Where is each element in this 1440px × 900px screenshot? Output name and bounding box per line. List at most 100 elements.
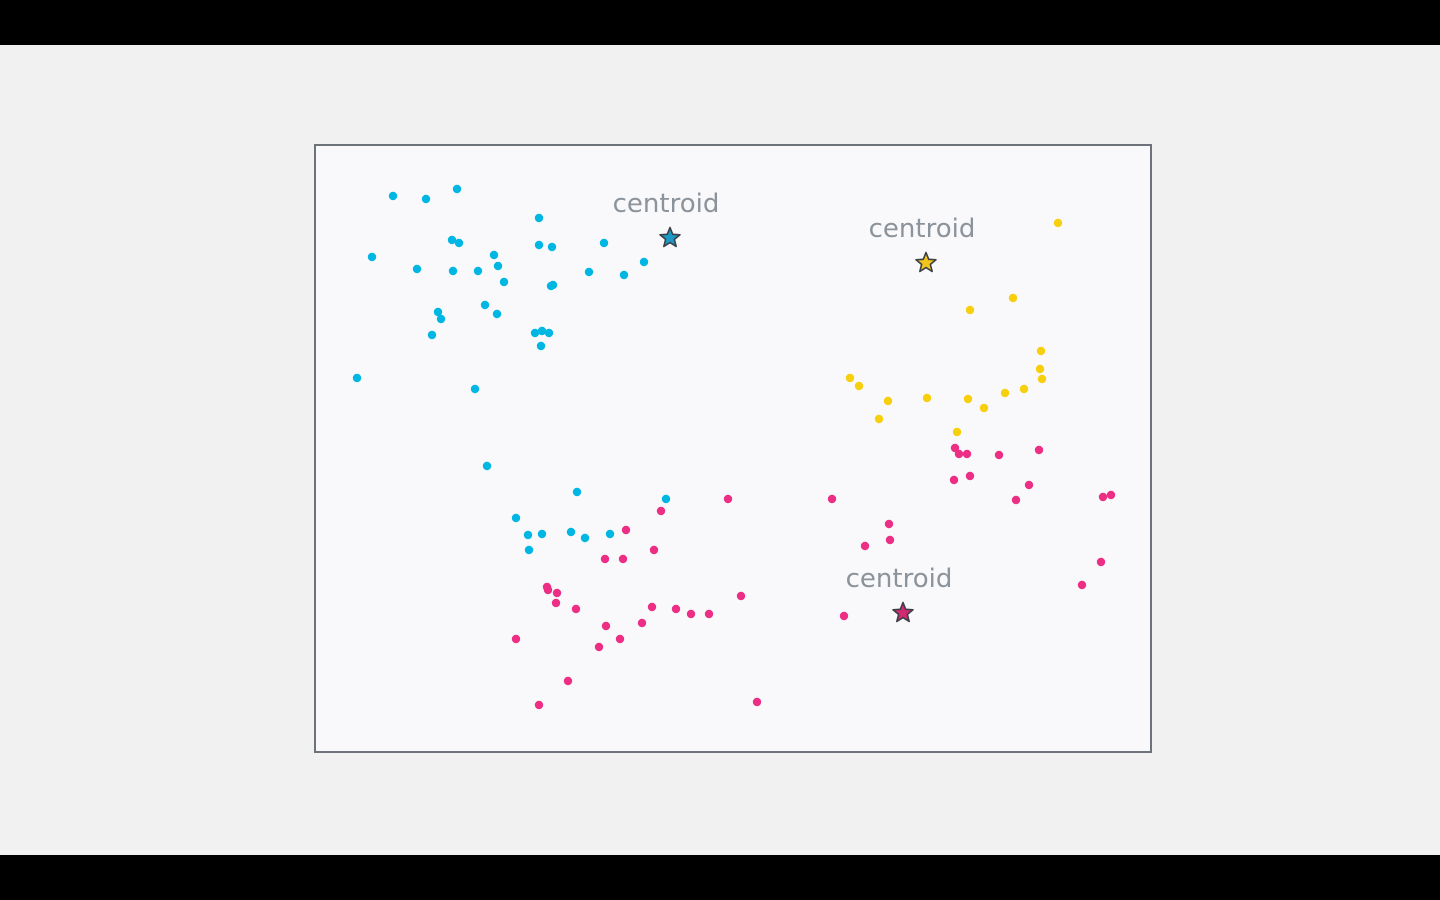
data-point bbox=[412, 264, 422, 274]
data-point bbox=[454, 238, 464, 248]
data-point bbox=[534, 213, 544, 223]
letterbox-bottom bbox=[0, 855, 1440, 900]
data-point bbox=[388, 191, 398, 201]
points-layer bbox=[352, 184, 1116, 710]
data-point bbox=[600, 554, 610, 564]
data-point bbox=[1035, 364, 1045, 374]
data-point bbox=[1077, 580, 1087, 590]
data-point bbox=[884, 519, 894, 529]
data-point bbox=[537, 326, 547, 336]
data-point bbox=[649, 545, 659, 555]
centroid-star-icon bbox=[892, 601, 914, 623]
data-point bbox=[601, 621, 611, 631]
data-point bbox=[536, 341, 546, 351]
data-point bbox=[979, 403, 989, 413]
data-point bbox=[1106, 490, 1116, 500]
centroid-label: centroid bbox=[613, 189, 720, 219]
data-point bbox=[530, 328, 540, 338]
data-point bbox=[949, 475, 959, 485]
data-point bbox=[427, 330, 437, 340]
data-point bbox=[480, 300, 490, 310]
data-point bbox=[950, 443, 960, 453]
centroid-label: centroid bbox=[846, 564, 953, 594]
letterbox-top bbox=[0, 0, 1440, 45]
data-point bbox=[544, 328, 554, 338]
centroid-star-icon bbox=[915, 251, 937, 273]
data-point bbox=[723, 494, 733, 504]
data-point bbox=[1053, 218, 1063, 228]
data-point bbox=[599, 238, 609, 248]
data-point bbox=[352, 373, 362, 383]
data-point bbox=[839, 611, 849, 621]
data-point bbox=[433, 307, 443, 317]
data-point bbox=[534, 240, 544, 250]
data-point bbox=[661, 494, 671, 504]
data-point bbox=[827, 494, 837, 504]
data-point bbox=[994, 450, 1004, 460]
scatter-plot: centroid centroid centroid bbox=[352, 184, 1116, 710]
data-point bbox=[367, 252, 377, 262]
data-point bbox=[885, 535, 895, 545]
data-point bbox=[492, 309, 502, 319]
data-point bbox=[511, 513, 521, 523]
data-point bbox=[1098, 492, 1108, 502]
data-point bbox=[493, 261, 503, 271]
data-point bbox=[552, 588, 562, 598]
data-point bbox=[1034, 445, 1044, 455]
data-point bbox=[470, 384, 480, 394]
data-point bbox=[860, 541, 870, 551]
data-point bbox=[580, 533, 590, 543]
data-point bbox=[551, 598, 561, 608]
data-point bbox=[615, 634, 625, 644]
data-point bbox=[619, 270, 629, 280]
data-point bbox=[499, 277, 509, 287]
data-point bbox=[489, 250, 499, 260]
data-point bbox=[537, 529, 547, 539]
centroid-layer: centroid centroid centroid bbox=[613, 189, 976, 623]
data-point bbox=[845, 373, 855, 383]
data-point bbox=[736, 591, 746, 601]
data-point bbox=[543, 585, 553, 595]
data-point bbox=[621, 525, 631, 535]
data-point bbox=[447, 235, 457, 245]
data-point bbox=[637, 618, 647, 628]
data-point bbox=[605, 529, 615, 539]
data-point bbox=[954, 449, 964, 459]
data-point bbox=[704, 609, 714, 619]
data-point bbox=[511, 634, 521, 644]
data-point bbox=[647, 602, 657, 612]
data-point bbox=[883, 396, 893, 406]
data-point bbox=[473, 266, 483, 276]
data-point bbox=[563, 676, 573, 686]
data-point bbox=[566, 527, 576, 537]
data-point bbox=[572, 487, 582, 497]
data-point bbox=[571, 604, 581, 614]
data-point bbox=[524, 545, 534, 555]
data-point bbox=[965, 305, 975, 315]
data-point bbox=[547, 242, 557, 252]
data-point bbox=[686, 609, 696, 619]
data-point bbox=[452, 184, 462, 194]
centroid-label: centroid bbox=[869, 214, 976, 244]
data-point bbox=[1008, 293, 1018, 303]
data-point bbox=[965, 471, 975, 481]
data-point bbox=[656, 506, 666, 516]
data-point bbox=[534, 700, 544, 710]
data-point bbox=[448, 266, 458, 276]
data-point bbox=[1019, 384, 1029, 394]
data-point bbox=[963, 394, 973, 404]
data-point bbox=[922, 393, 932, 403]
data-point bbox=[639, 257, 649, 267]
data-point bbox=[854, 381, 864, 391]
centroid-star-icon bbox=[659, 226, 681, 248]
data-point bbox=[1037, 374, 1047, 384]
data-point bbox=[1011, 495, 1021, 505]
data-point bbox=[962, 449, 972, 459]
data-point bbox=[952, 427, 962, 437]
data-point bbox=[752, 697, 762, 707]
data-point bbox=[523, 530, 533, 540]
data-point bbox=[436, 314, 446, 324]
data-point bbox=[548, 280, 558, 290]
data-point bbox=[671, 604, 681, 614]
data-point bbox=[482, 461, 492, 471]
